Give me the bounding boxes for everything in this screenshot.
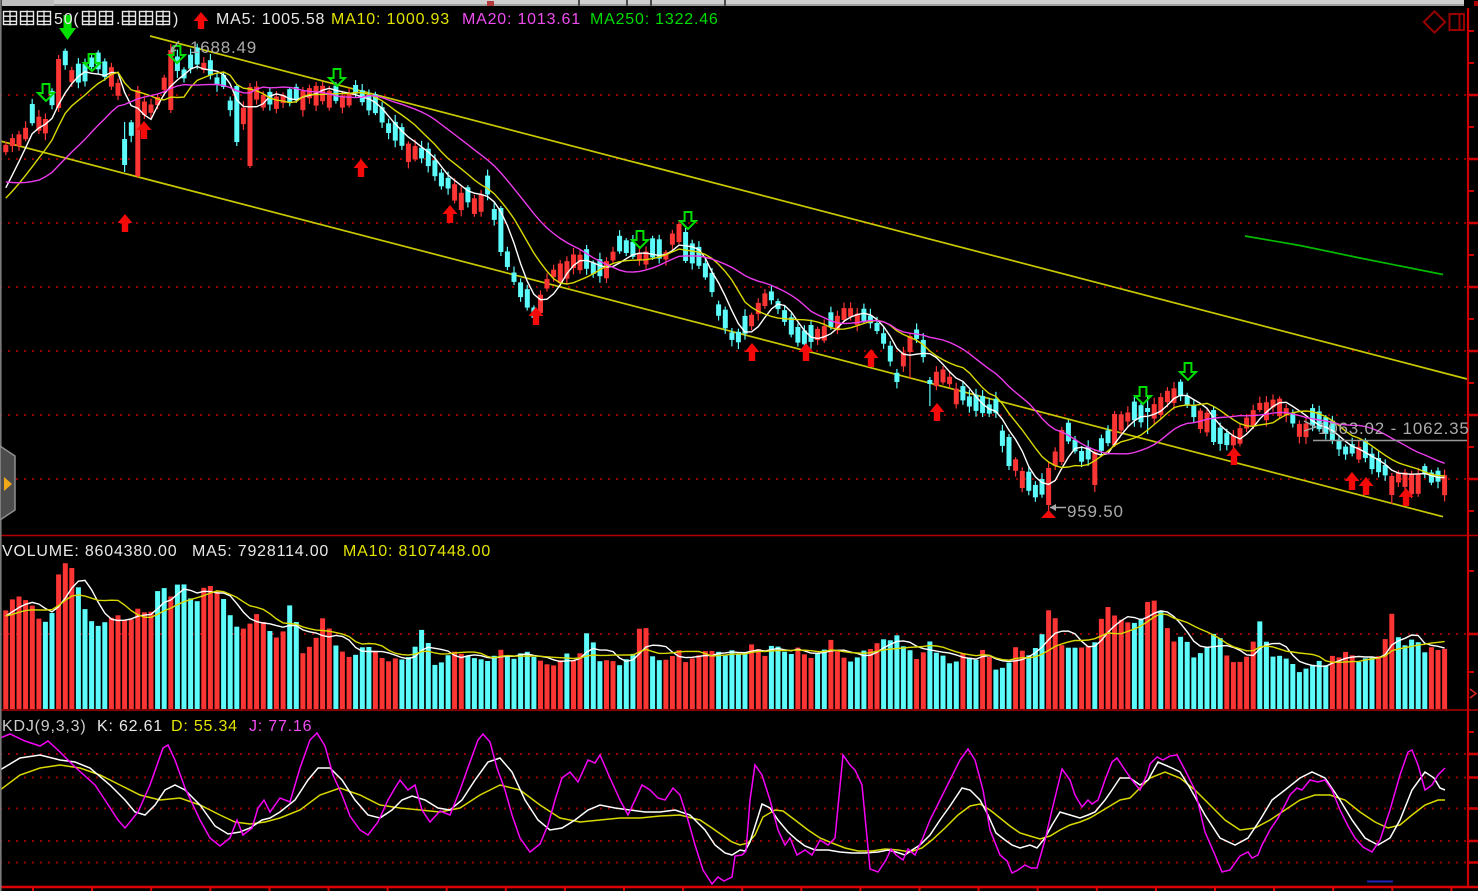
svg-text:MA250: 1322.46: MA250: 1322.46: [590, 11, 719, 28]
svg-text:1063.02 - 1062.35: 1063.02 - 1062.35: [1318, 419, 1470, 438]
svg-text:50(: 50(: [54, 11, 80, 28]
svg-text:D: 55.34: D: 55.34: [171, 718, 238, 735]
svg-text:MA20: 1013.61: MA20: 1013.61: [462, 11, 581, 28]
svg-text:KDJ(9,3,3): KDJ(9,3,3): [2, 718, 86, 735]
svg-text:MA10: 8107448.00: MA10: 8107448.00: [343, 543, 491, 560]
svg-text:.: .: [116, 11, 121, 28]
svg-text:1688.49: 1688.49: [190, 38, 257, 57]
svg-text:K: 62.61: K: 62.61: [97, 718, 163, 735]
svg-text:MA10: 1000.93: MA10: 1000.93: [331, 11, 450, 28]
svg-text:VOLUME: 8604380.00: VOLUME: 8604380.00: [2, 543, 177, 560]
svg-text:J: 77.16: J: 77.16: [249, 718, 312, 735]
svg-text:MA5: 1005.58: MA5: 1005.58: [216, 11, 325, 28]
svg-text:959.50: 959.50: [1067, 502, 1124, 521]
svg-text:): ): [173, 11, 179, 28]
svg-text:MA5: 7928114.00: MA5: 7928114.00: [192, 543, 329, 560]
